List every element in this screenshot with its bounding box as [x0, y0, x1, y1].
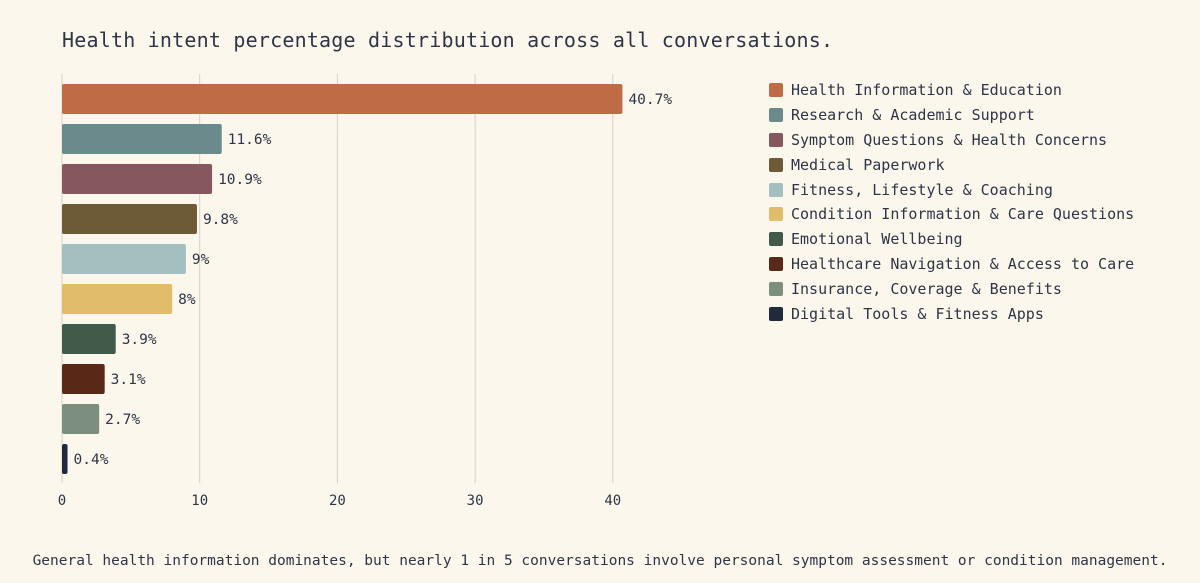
- x-tick-label: 30: [467, 493, 484, 509]
- bar-value-label: 9%: [192, 252, 210, 268]
- bar-value-label: 0.4%: [74, 452, 109, 468]
- legend-item: Emotional Wellbeing: [769, 227, 1189, 252]
- legend-swatch: [769, 182, 783, 197]
- legend-swatch: [769, 256, 783, 271]
- bar-value-label: 3.9%: [122, 332, 157, 348]
- legend-swatch: [769, 83, 783, 98]
- legend-item: Medical Paperwork: [769, 152, 1189, 177]
- legend-item: Symptom Questions & Health Concerns: [769, 128, 1189, 153]
- bar-4: [62, 204, 197, 234]
- bar-value-label: 10.9%: [218, 172, 262, 188]
- legend: Health Information & Education Research &…: [769, 78, 1189, 326]
- bar-value-label: 8%: [178, 292, 196, 308]
- legend-item: Health Information & Education: [769, 78, 1189, 103]
- legend-label: Healthcare Navigation & Access to Care: [791, 254, 1135, 273]
- legend-swatch: [769, 232, 783, 247]
- bar-6: [62, 284, 173, 314]
- legend-item: Condition Information & Care Questions: [769, 202, 1189, 227]
- bar-3: [62, 164, 213, 194]
- bar-chart: 40.7%11.6%10.9%9.8%9%8%3.9%3.1%2.7%0.4% …: [58, 74, 673, 509]
- legend-label: Symptom Questions & Health Concerns: [791, 130, 1108, 149]
- legend-swatch: [769, 207, 783, 222]
- bar-7: [62, 324, 116, 354]
- legend-swatch: [769, 306, 783, 321]
- x-tick-label: 10: [191, 493, 208, 509]
- legend-label: Medical Paperwork: [791, 155, 945, 174]
- bar-value-label: 40.7%: [628, 92, 672, 108]
- bar-10: [62, 444, 68, 474]
- bar-value-label: 3.1%: [111, 372, 146, 388]
- bar-9: [62, 404, 100, 434]
- value-labels: 40.7% 11.6% 10.9% 9.8% 9% 8% 3.9% 3.1% 2.7% 0.4%: [74, 92, 673, 468]
- bars: [62, 84, 623, 474]
- legend-label: Emotional Wellbeing: [791, 230, 963, 249]
- bar-1: [62, 84, 623, 114]
- bar-value-label: 9.8%: [203, 212, 238, 228]
- x-tick-label: 20: [329, 493, 346, 509]
- legend-swatch: [769, 157, 783, 172]
- x-tick-label: 40: [604, 493, 621, 509]
- bar-value-label: 11.6%: [228, 132, 272, 148]
- legend-item: Healthcare Navigation & Access to Care: [769, 252, 1189, 277]
- legend-label: Research & Academic Support: [791, 106, 1035, 125]
- x-axis-ticks: 0 10 20 30 40: [58, 493, 621, 509]
- legend-swatch: [769, 108, 783, 123]
- legend-item: Insurance, Coverage & Benefits: [769, 276, 1189, 301]
- bar-value-label: 2.7%: [105, 412, 140, 428]
- chart-title: Health intent percentage distribution ac…: [62, 28, 834, 52]
- legend-label: Fitness, Lifestyle & Coaching: [791, 180, 1053, 199]
- chart-caption: General health information dominates, bu…: [32, 553, 1168, 569]
- legend-label: Insurance, Coverage & Benefits: [791, 279, 1062, 298]
- legend-label: Digital Tools & Fitness Apps: [791, 304, 1044, 323]
- legend-item: Fitness, Lifestyle & Coaching: [769, 177, 1189, 202]
- bar-5: [62, 244, 186, 274]
- legend-item: Research & Academic Support: [769, 103, 1189, 128]
- x-tick-label: 0: [58, 493, 66, 509]
- legend-label: Health Information & Education: [791, 81, 1062, 100]
- legend-item: Digital Tools & Fitness Apps: [769, 301, 1189, 326]
- bar-2: [62, 124, 222, 154]
- bar-8: [62, 364, 105, 394]
- legend-label: Condition Information & Care Questions: [791, 205, 1135, 224]
- legend-swatch: [769, 132, 783, 147]
- legend-swatch: [769, 281, 783, 296]
